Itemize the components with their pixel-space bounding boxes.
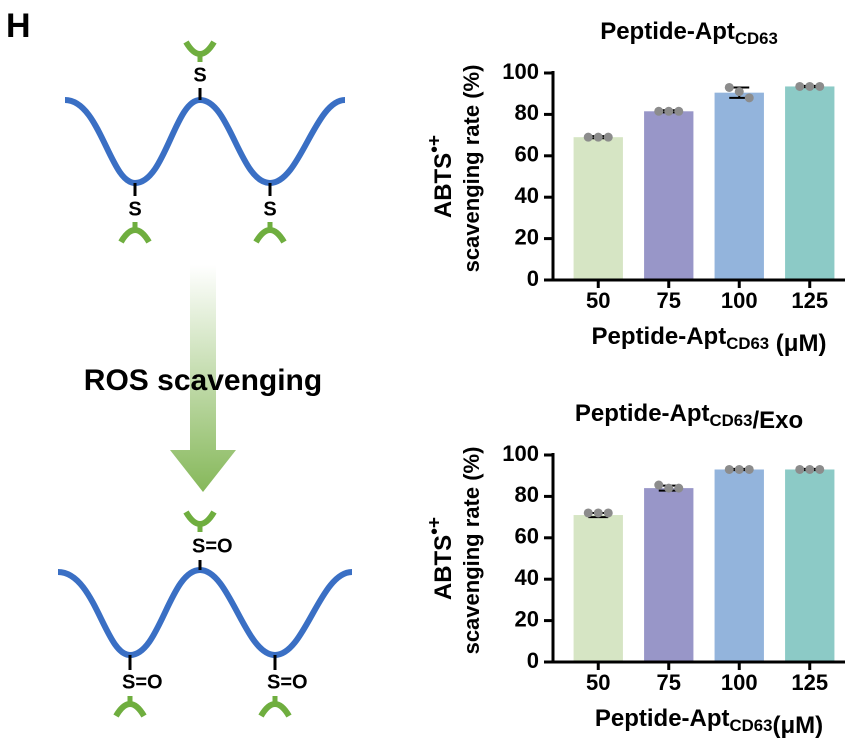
- molecule-before: [64, 42, 346, 242]
- x-axis-label: Peptide-AptCD63 (μM): [592, 323, 827, 357]
- bar: [714, 469, 764, 662]
- y-tick-label: 20: [515, 224, 539, 249]
- y-axis-label-part: •+: [424, 517, 445, 535]
- panel-label: H: [6, 7, 31, 45]
- arrow: [170, 265, 236, 492]
- y-tick-label: 80: [515, 482, 539, 507]
- data-point: [674, 106, 684, 116]
- y-axis-label: scavenging rate (%): [459, 65, 484, 273]
- data-point: [674, 483, 684, 493]
- data-point: [805, 81, 815, 91]
- y-tick-label: 60: [515, 142, 539, 167]
- x-tick-label: 50: [586, 288, 610, 313]
- x-axis-label-part: Peptide-Apt: [595, 705, 730, 732]
- bar: [785, 86, 835, 280]
- data-point: [815, 81, 825, 91]
- x-axis-label-part: Peptide-Apt: [592, 323, 727, 350]
- s-label: S: [193, 64, 206, 86]
- so-label: S=O: [267, 671, 308, 693]
- bar: [714, 92, 764, 280]
- chart-title-part: Peptide-Apt: [575, 400, 710, 427]
- chart-title-part: CD63: [710, 412, 753, 431]
- data-point: [734, 87, 744, 97]
- data-point: [724, 82, 734, 92]
- y-tick-label: 20: [515, 606, 539, 631]
- data-point: [654, 480, 664, 490]
- y-tick-label: 80: [515, 100, 539, 125]
- data-point: [805, 464, 815, 474]
- data-point: [744, 464, 754, 474]
- data-point: [734, 464, 744, 474]
- data-point: [664, 483, 674, 493]
- y-tick-label: 60: [515, 524, 539, 549]
- x-tick-label: 125: [791, 670, 828, 695]
- s-label: S: [128, 198, 141, 220]
- chart-title-part: Peptide-Apt: [600, 18, 735, 45]
- y-axis-label: scavenging rate (%): [459, 447, 484, 655]
- bar: [644, 111, 694, 280]
- data-point: [724, 464, 734, 474]
- bar: [644, 488, 694, 662]
- y-axis-label: ABTS•+: [424, 135, 457, 218]
- x-tick-label: 100: [721, 288, 758, 313]
- bar: [785, 469, 835, 662]
- x-axis-label-part: (μM): [772, 713, 823, 740]
- x-axis-label-part: (μM): [769, 331, 826, 358]
- y-tick-label: 100: [502, 59, 539, 84]
- bar: [573, 515, 623, 662]
- y-axis-label-part: ABTS: [430, 535, 457, 600]
- x-axis-label-part: CD63: [726, 335, 769, 354]
- molecule-after: [57, 512, 353, 716]
- x-axis-label-part: CD63: [730, 717, 773, 736]
- data-point: [654, 106, 664, 116]
- x-tick-label: 75: [657, 670, 681, 695]
- y-axis-label: ABTS•+: [424, 517, 457, 600]
- data-point: [603, 508, 613, 518]
- y-tick-label: 100: [502, 441, 539, 466]
- y-tick-label: 40: [515, 565, 539, 590]
- data-point: [795, 81, 805, 91]
- data-point: [583, 132, 593, 142]
- y-axis-label-part: ABTS: [430, 153, 457, 218]
- s-label: S: [263, 198, 276, 220]
- so-label: S=O: [192, 535, 233, 557]
- data-point: [603, 132, 613, 142]
- bar: [573, 137, 623, 280]
- x-tick-label: 75: [657, 288, 681, 313]
- chart-title-part: /Exo: [752, 408, 803, 435]
- data-point: [664, 106, 674, 116]
- data-point: [815, 464, 825, 474]
- chart-title: Peptide-AptCD63: [600, 18, 778, 48]
- data-point: [593, 508, 603, 518]
- x-tick-label: 100: [721, 670, 758, 695]
- data-point: [744, 93, 754, 103]
- data-point: [583, 508, 593, 518]
- data-point: [593, 132, 603, 142]
- y-axis-label-part: •+: [424, 135, 445, 153]
- data-point: [795, 464, 805, 474]
- x-tick-label: 50: [586, 670, 610, 695]
- y-tick-label: 0: [527, 266, 539, 291]
- chart-title-part: CD63: [735, 30, 778, 49]
- x-tick-label: 125: [791, 288, 828, 313]
- so-label: S=O: [122, 671, 163, 693]
- x-axis-label: Peptide-AptCD63(μM): [595, 705, 823, 739]
- y-tick-label: 0: [527, 648, 539, 673]
- chart-title: Peptide-AptCD63/Exo: [575, 400, 803, 434]
- arrow-label: ROS scavenging: [84, 364, 322, 397]
- y-tick-label: 40: [515, 183, 539, 208]
